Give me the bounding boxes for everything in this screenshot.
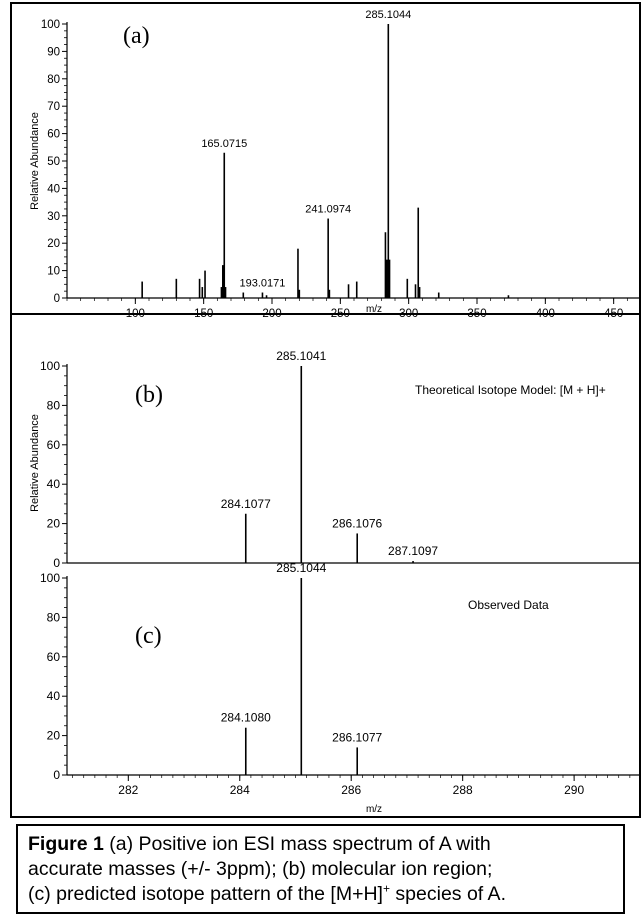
panel-b-y-tick-label: 80 bbox=[47, 398, 61, 412]
panel-b-y-tick-label: 60 bbox=[47, 438, 61, 452]
panel-c-y-tick-label: 40 bbox=[47, 689, 61, 703]
panel-c-y-tick-label: 100 bbox=[40, 571, 60, 585]
panel-c-y-tick-label: 20 bbox=[47, 729, 61, 743]
panel-a-y-tick-label: 90 bbox=[47, 46, 60, 58]
panel-c-title: Observed Data bbox=[468, 598, 549, 612]
panel-a-x-tick-label: 250 bbox=[331, 308, 350, 320]
panel-c-label: (c) bbox=[135, 623, 162, 649]
panel-a-peak-label: 241.0974 bbox=[305, 204, 351, 216]
panel-a-y-tick-label: 20 bbox=[47, 238, 60, 250]
panel-b-y-tick-label: 0 bbox=[53, 556, 60, 570]
panel-c-x-axis-label: m/z bbox=[366, 804, 382, 815]
panel-a-peak-label: 165.0715 bbox=[201, 138, 247, 150]
panel-b-y-tick-label: 40 bbox=[47, 477, 61, 491]
caption-line1: (a) Positive ion ESI mass spectrum of A … bbox=[103, 833, 491, 855]
panel-a-y-tick-label: 70 bbox=[47, 101, 60, 113]
panel-c-x-tick-label: 290 bbox=[564, 783, 584, 797]
panel-c-y-tick-label: 0 bbox=[53, 768, 60, 782]
panel-a-peak-label: 193.0171 bbox=[240, 278, 286, 290]
panel-b-title: Theoretical Isotope Model: [M + H]+ bbox=[415, 383, 606, 397]
panel-a-x-tick-label: 150 bbox=[194, 308, 213, 320]
panel-c-x-tick-label: 286 bbox=[341, 783, 361, 797]
panel-bc-border bbox=[10, 313, 641, 818]
panel-c-y-tick-label: 80 bbox=[47, 610, 61, 624]
panel-a-x-tick-label: 300 bbox=[399, 308, 418, 320]
caption-label: Figure 1 bbox=[28, 833, 104, 855]
panel-a-y-tick-label: 100 bbox=[41, 19, 60, 31]
panel-c-peak-label: 286.1077 bbox=[332, 730, 382, 744]
caption-line3: (c) predicted isotope pattern of the [M+… bbox=[28, 883, 383, 905]
panel-a-peak-label: 285.1044 bbox=[365, 9, 411, 21]
panel-a-y-tick-label: 60 bbox=[47, 129, 60, 141]
panel-a-x-tick-label: 100 bbox=[126, 308, 145, 320]
panel-a-x-tick-label: 350 bbox=[467, 308, 486, 320]
panel-c-x-tick-label: 288 bbox=[453, 783, 473, 797]
panel-c-peak-label: 284.1080 bbox=[221, 711, 271, 725]
panel-a-x-tick-label: 450 bbox=[604, 308, 623, 320]
panel-a-y-tick-label: 30 bbox=[47, 211, 60, 223]
panel-a-y-tick-label: 0 bbox=[54, 293, 60, 305]
panel-a-label: (a) bbox=[123, 23, 150, 49]
panel-b-peak-label: 287.1097 bbox=[388, 544, 438, 558]
panel-a-x-axis-label: m/z bbox=[366, 304, 382, 315]
panel-c-peak-label: 285.1044 bbox=[276, 561, 326, 575]
caption-sup: + bbox=[382, 881, 390, 896]
panel-a-y-tick-label: 50 bbox=[47, 156, 60, 168]
panel-a-y-axis-label: Relative Abundance bbox=[29, 112, 41, 210]
panel-c-x-tick-label: 284 bbox=[230, 783, 250, 797]
panel-b-peak-label: 286.1076 bbox=[332, 516, 382, 530]
caption-line2: accurate masses (+/- 3ppm); (b) molecula… bbox=[28, 858, 493, 880]
panel-a-x-tick-label: 400 bbox=[536, 308, 555, 320]
panel-b-peak-label: 285.1041 bbox=[276, 349, 326, 363]
panel-a-y-tick-label: 40 bbox=[47, 183, 60, 195]
panel-b-label: (b) bbox=[135, 382, 163, 408]
panel-b-y-axis-label: Relative Abundance bbox=[29, 414, 41, 512]
caption-line3-end: species of A. bbox=[390, 883, 506, 905]
figure-caption: Figure 1 (a) Positive ion ESI mass spect… bbox=[16, 824, 625, 914]
panel-b-peak-label: 284.1077 bbox=[221, 497, 271, 511]
panel-a-x-tick-label: 200 bbox=[262, 308, 281, 320]
panel-b-y-tick-label: 20 bbox=[47, 517, 61, 531]
panel-c-x-tick-label: 282 bbox=[118, 783, 138, 797]
panel-a-y-tick-label: 80 bbox=[47, 74, 60, 86]
panel-a-y-tick-label: 10 bbox=[47, 266, 60, 278]
panel-b-y-tick-label: 100 bbox=[40, 359, 60, 373]
panel-c-y-tick-label: 60 bbox=[47, 650, 61, 664]
